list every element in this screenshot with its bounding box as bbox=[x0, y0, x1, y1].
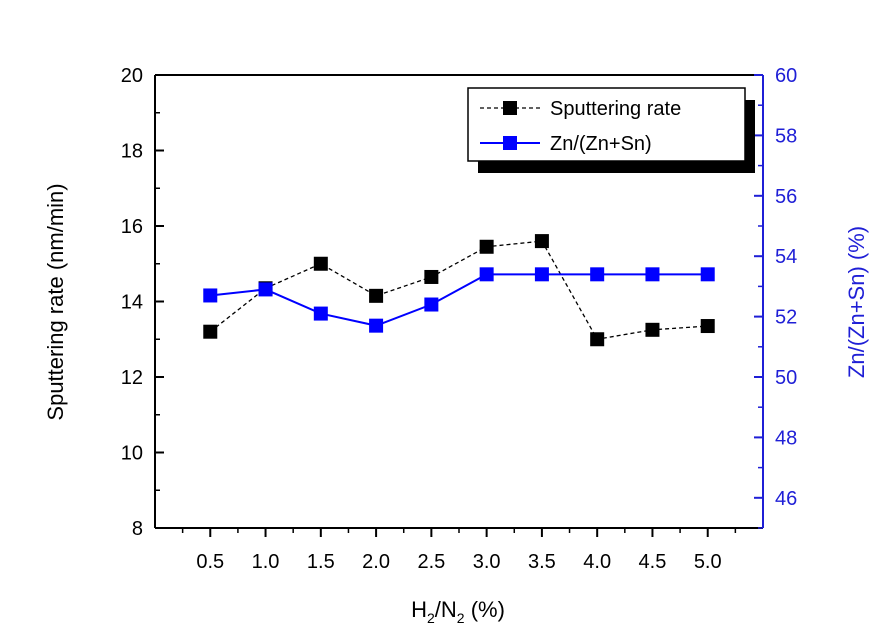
x-axis-title-sub2: 2 bbox=[457, 610, 465, 626]
x-axis: 0.5 1.0 1.5 2.0 2.5 3.0 3.5 4.0 4.5 5.0 bbox=[181, 528, 737, 573]
left-tick-label: 20 bbox=[121, 65, 143, 87]
left-y-axis: 8 10 12 14 16 18 20 bbox=[121, 65, 164, 540]
sputtering-rate-point bbox=[534, 234, 549, 249]
right-tick-label: 60 bbox=[775, 65, 797, 87]
left-tick-label: 18 bbox=[121, 141, 143, 163]
zn-ratio-point bbox=[369, 318, 384, 333]
x-axis-title-sub1: 2 bbox=[427, 610, 435, 626]
left-tick-label: 12 bbox=[121, 367, 143, 389]
zn-ratio-point bbox=[645, 267, 660, 282]
x-tick-label: 2.0 bbox=[362, 551, 390, 573]
right-tick-label: 58 bbox=[775, 125, 797, 147]
sputtering-rate-point bbox=[479, 239, 494, 254]
sputtering-rate-point bbox=[424, 269, 439, 284]
zn-ratio-point bbox=[590, 267, 605, 282]
x-tick-label: 1.0 bbox=[252, 551, 280, 573]
sputtering-rate-line bbox=[209, 240, 708, 340]
left-axis-title: Sputtering rate (nm/min) bbox=[43, 183, 68, 420]
series-layer bbox=[203, 234, 715, 347]
x-tick-label: 1.5 bbox=[307, 551, 335, 573]
legend: Sputtering rate Zn/(Zn+Sn) bbox=[467, 87, 755, 173]
zn-ratio-point bbox=[479, 267, 494, 282]
sputtering-rate-point bbox=[700, 319, 715, 334]
sputtering-rate-point bbox=[590, 332, 605, 347]
x-tick-label: 0.5 bbox=[196, 551, 224, 573]
x-tick-label: 5.0 bbox=[694, 551, 722, 573]
zn-ratio-point bbox=[700, 267, 715, 282]
sputtering-rate-point bbox=[203, 324, 218, 339]
left-tick-label: 10 bbox=[121, 443, 143, 465]
right-y-axis: 46 48 50 52 54 56 58 60 bbox=[754, 65, 797, 529]
right-tick-label: 54 bbox=[775, 246, 797, 268]
x-tick-label: 4.5 bbox=[639, 551, 667, 573]
left-tick-label: 8 bbox=[132, 518, 143, 540]
right-tick-label: 46 bbox=[775, 488, 797, 510]
x-axis-title-main: H bbox=[411, 597, 427, 622]
zn-ratio-point bbox=[534, 267, 549, 282]
sputtering-rate-point bbox=[369, 288, 384, 303]
x-tick-label: 3.0 bbox=[473, 551, 501, 573]
x-tick-label: 4.0 bbox=[583, 551, 611, 573]
zn-ratio-point bbox=[424, 297, 439, 312]
x-axis-title-slash: /N bbox=[435, 597, 457, 622]
zn-ratio-line bbox=[210, 273, 708, 327]
legend-zn-ratio-label: Zn/(Zn+Sn) bbox=[550, 133, 652, 155]
left-tick-label: 14 bbox=[121, 292, 143, 314]
zn-ratio-point bbox=[203, 288, 218, 303]
left-tick-label: 16 bbox=[121, 216, 143, 238]
legend-zn-ratio-marker bbox=[503, 136, 517, 150]
x-tick-label: 3.5 bbox=[528, 551, 556, 573]
right-tick-label: 52 bbox=[775, 307, 797, 329]
right-tick-label: 50 bbox=[775, 367, 797, 389]
zn-ratio-point bbox=[258, 282, 273, 297]
sputtering-rate-point bbox=[313, 256, 328, 271]
right-tick-label: 56 bbox=[775, 186, 797, 208]
x-tick-label: 2.5 bbox=[417, 551, 445, 573]
right-tick-label: 48 bbox=[775, 427, 797, 449]
sputtering-rate-point bbox=[645, 322, 660, 337]
legend-sputtering-rate-label: Sputtering rate bbox=[550, 98, 681, 120]
x-axis-title-tail: (%) bbox=[465, 597, 505, 622]
legend-sputtering-rate-marker bbox=[503, 101, 517, 115]
right-axis-title: Zn/(Zn+Sn) (%) bbox=[844, 226, 869, 378]
zn-ratio-point bbox=[313, 306, 328, 321]
x-axis-title: H2/N2 (%) bbox=[411, 597, 505, 626]
